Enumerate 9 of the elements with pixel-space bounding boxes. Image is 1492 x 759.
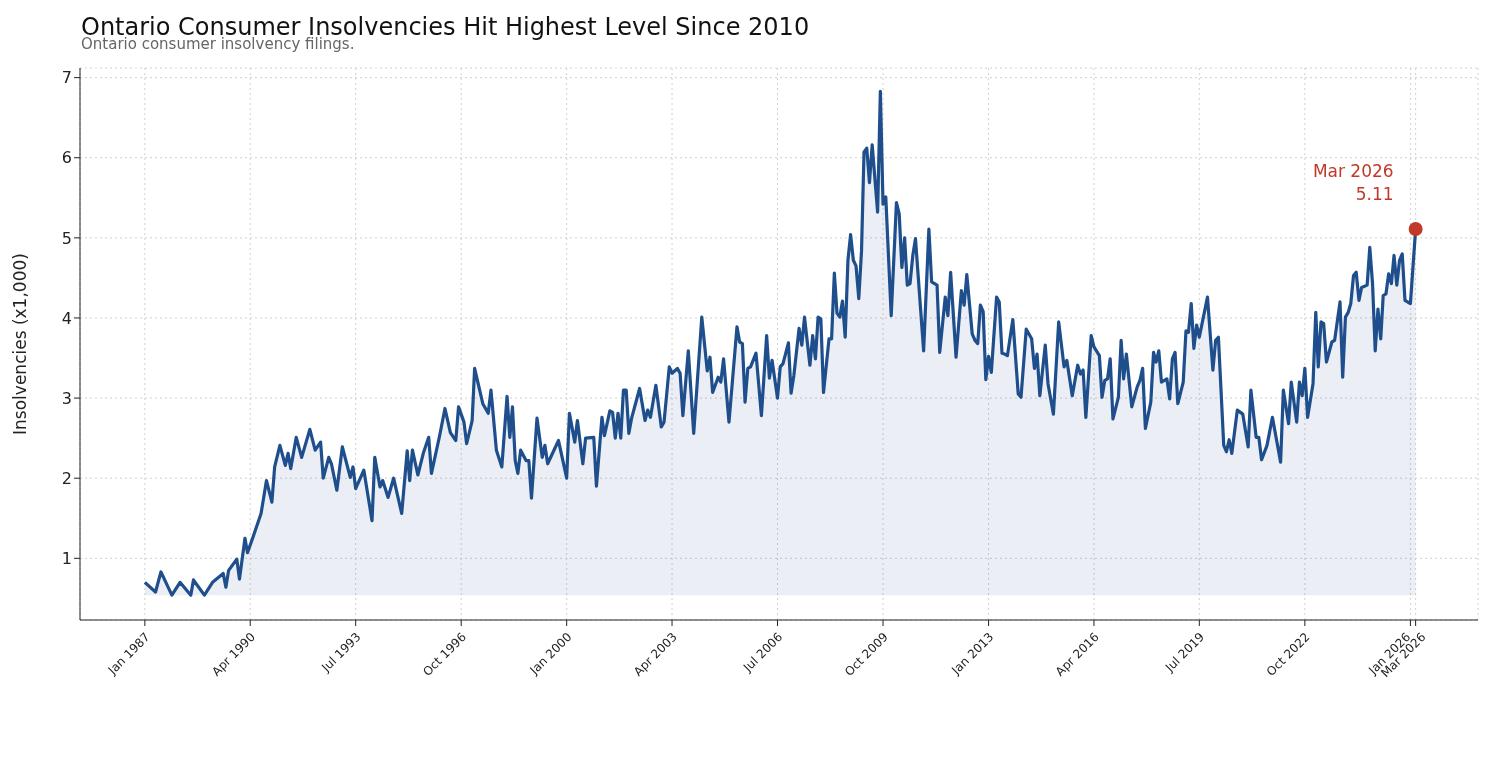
y-tick-label: 3 bbox=[61, 388, 72, 408]
annotation: Mar 2026 5.11 bbox=[1312, 161, 1394, 205]
y-tick-label: 2 bbox=[61, 468, 72, 488]
y-tick-label: 5 bbox=[61, 228, 72, 248]
y-axis-title: Insolvencies (x1,000) bbox=[10, 253, 31, 435]
y-tick-label: 1 bbox=[61, 548, 72, 568]
y-tick-label: 6 bbox=[61, 148, 72, 168]
y-tick-label: 7 bbox=[61, 68, 72, 88]
y-tick-label: 4 bbox=[61, 308, 72, 328]
